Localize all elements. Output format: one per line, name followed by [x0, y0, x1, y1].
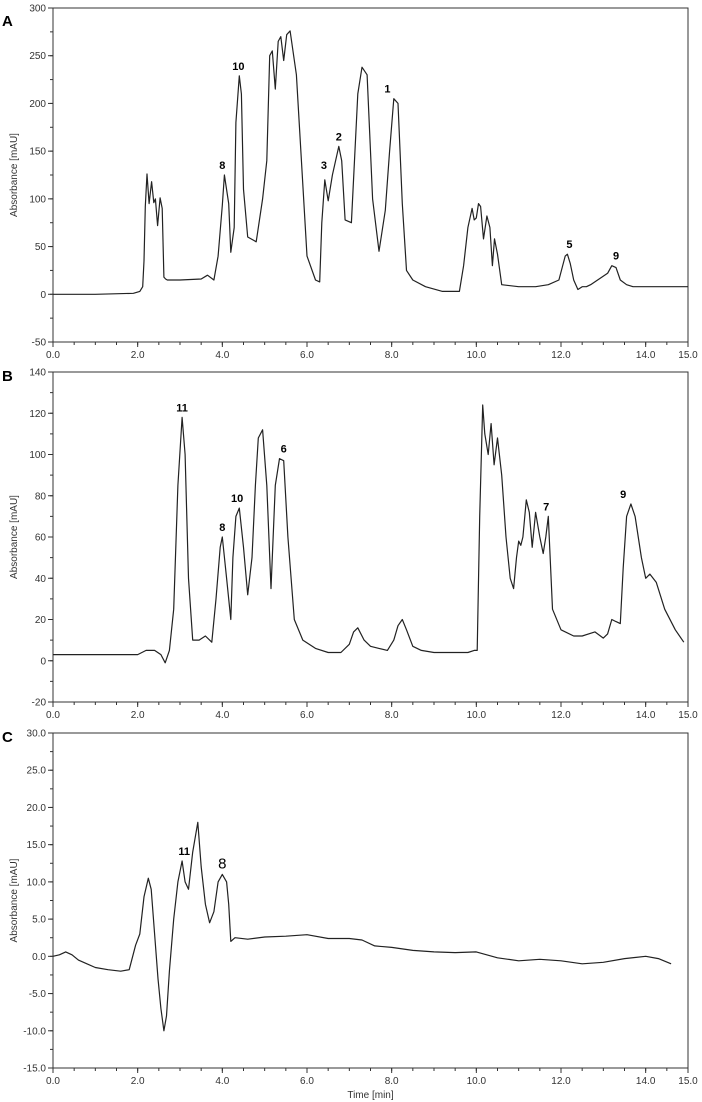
plot-frame	[52, 7, 689, 343]
y-axis-label: Absorbance [mAU]	[9, 858, 20, 942]
y-tick-label: 100	[29, 450, 46, 461]
x-tick-label: 8.0	[385, 1076, 399, 1087]
y-tick-label: 100	[29, 194, 46, 205]
x-tick-label: 10.0	[467, 1076, 487, 1087]
x-tick-label: 14.0	[636, 710, 656, 721]
y-tick-label: 10.0	[27, 877, 47, 888]
x-tick-label: 2.0	[131, 710, 145, 721]
chart-panel-a: A Absorbance [mAU] 300 250 200 150 100 50 0 -500.…	[2, 4, 698, 362]
x-tick-label: 8.0	[385, 350, 399, 361]
plot-frame	[52, 732, 689, 1069]
y-tick-label: 25.0	[27, 766, 47, 777]
y-tick-label: 50	[35, 242, 47, 253]
x-tick-label: 4.0	[215, 1076, 229, 1087]
peak-label: 8	[219, 522, 225, 534]
x-tick-label: 0.0	[46, 350, 60, 361]
y-tick-label: -15.0	[23, 1064, 46, 1075]
x-tick-label: 4.0	[215, 710, 229, 721]
panel-label: C	[2, 729, 13, 746]
y-tick-label: 15.0	[27, 840, 47, 851]
x-tick-label: 12.0	[551, 1076, 571, 1087]
y-tick-label: 20.0	[27, 803, 47, 814]
y-tick-label: 60	[35, 533, 47, 544]
peak-label: 11	[176, 402, 188, 414]
y-tick-label: 30.0	[27, 729, 47, 740]
y-tick-label: 300	[29, 4, 46, 15]
y-tick-label: 5.0	[32, 915, 46, 926]
chromatogram-line	[53, 404, 685, 664]
x-tick-label: 15.0	[678, 350, 698, 361]
x-tick-label: 14.0	[636, 350, 656, 361]
x-tick-label: 6.0	[300, 1076, 314, 1087]
x-tick-label: 8.0	[385, 710, 399, 721]
chromatogram-line	[52, 821, 672, 1032]
x-tick-label: 0.0	[46, 1076, 60, 1087]
peak-label: 8	[218, 855, 226, 872]
y-tick-label: 0.0	[32, 952, 46, 963]
panel-label: B	[2, 368, 13, 385]
peak-label: 10	[231, 493, 243, 505]
y-tick-label: 40	[35, 574, 47, 585]
y-tick-label: -20	[32, 698, 47, 709]
x-tick-label: 12.0	[551, 710, 571, 721]
x-tick-label: 15.0	[678, 710, 698, 721]
chart-panel-b: B Absorbance [mAU] 140 120 100 80 60 40 20 0 -200.…	[2, 368, 698, 722]
peak-label: 9	[620, 489, 626, 501]
peak-label: 7	[543, 501, 549, 513]
peak-label: 10	[232, 61, 244, 73]
y-tick-label: -5.0	[29, 989, 47, 1000]
peak-label: 8	[219, 160, 225, 172]
peak-label: 2	[336, 131, 342, 143]
x-tick-label: 14.0	[636, 1076, 656, 1087]
chart-panel-c: C Absorbance [mAU] 30.0 25.0 20.0 15.0 10.0 5.0…	[2, 729, 698, 1102]
panel-label: A	[2, 13, 13, 30]
x-tick-label: 6.0	[300, 710, 314, 721]
y-axis-label: Absorbance [mAU]	[9, 495, 20, 579]
x-tick-label: 10.0	[467, 350, 487, 361]
y-tick-label: 120	[29, 409, 46, 420]
x-tick-label: 15.0	[678, 1076, 698, 1087]
peak-label: 1	[384, 84, 390, 96]
x-tick-label: 10.0	[467, 710, 487, 721]
plot-frame	[52, 371, 689, 703]
y-tick-label: 140	[29, 368, 46, 379]
x-tick-label: 12.0	[551, 350, 571, 361]
y-tick-label: 0	[40, 656, 46, 667]
x-tick-label: 6.0	[300, 350, 314, 361]
y-tick-label: 0	[40, 290, 46, 301]
x-tick-label: 0.0	[46, 710, 60, 721]
y-tick-label: -10.0	[23, 1026, 46, 1037]
x-tick-label: 2.0	[131, 350, 145, 361]
y-tick-label: -50	[32, 338, 47, 349]
x-tick-label: 4.0	[215, 350, 229, 361]
y-tick-label: 80	[35, 491, 47, 502]
peak-label: 11	[178, 846, 190, 858]
peak-label: 5	[566, 239, 572, 251]
x-axis-label: Time [min]	[347, 1090, 394, 1101]
y-axis-label: Absorbance [mAU]	[9, 133, 20, 217]
peak-label: 3	[321, 160, 327, 172]
y-tick-label: 20	[35, 615, 47, 626]
y-tick-label: 150	[29, 147, 46, 158]
peak-label: 9	[613, 251, 619, 263]
chromatogram-line	[53, 30, 688, 295]
peak-label: 6	[281, 444, 287, 456]
y-tick-label: 200	[29, 99, 46, 110]
x-tick-label: 2.0	[131, 1076, 145, 1087]
y-tick-label: 250	[29, 51, 46, 62]
